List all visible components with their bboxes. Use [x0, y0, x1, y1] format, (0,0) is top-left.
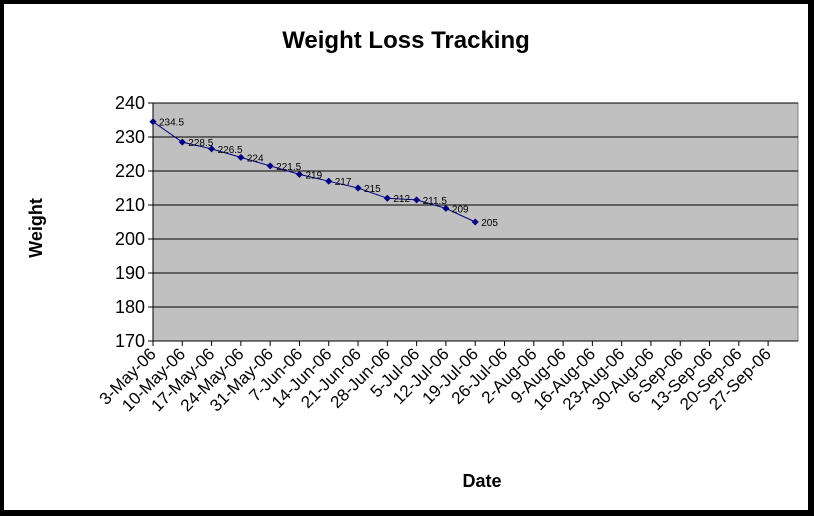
data-point: [442, 204, 450, 212]
y-tick-label: 220: [115, 161, 145, 181]
data-point: [266, 162, 274, 170]
line-chart: Weight Loss Tracking Date Weight 170 180 1…: [26, 27, 799, 491]
y-tick-label: 240: [115, 93, 145, 113]
y-tick-label: 170: [115, 331, 145, 351]
data-label: 224: [247, 153, 264, 164]
data-label: 209: [452, 204, 469, 215]
data-label: 212: [393, 194, 410, 205]
data-point: [354, 184, 362, 192]
plot-area: 1701801902002102202302403-May-0610-May-0…: [96, 93, 799, 415]
data-point: [325, 177, 333, 185]
y-tick-label: 210: [115, 195, 145, 215]
data-point: [208, 145, 216, 153]
y-tick-label: 200: [115, 229, 145, 249]
y-axis-title: Weight: [26, 198, 46, 258]
data-label: 215: [364, 184, 381, 195]
data-label: 217: [335, 177, 352, 188]
data-point: [237, 153, 245, 161]
y-tick-label: 230: [115, 127, 145, 147]
data-label: 211.5: [423, 196, 448, 207]
data-label: 234.5: [159, 118, 184, 129]
data-point: [471, 218, 479, 226]
chart-canvas: Weight Loss Tracking Date Weight 170 180 1…: [4, 4, 808, 510]
data-point: [178, 138, 186, 146]
chart-title: Weight Loss Tracking: [282, 27, 530, 54]
data-label: 205: [481, 218, 498, 229]
x-axis-title: Date: [462, 471, 501, 491]
y-tick-label: 190: [115, 263, 145, 283]
data-point: [295, 170, 303, 178]
data-point: [413, 196, 421, 204]
series-line: [152, 121, 476, 223]
y-tick-label: 180: [115, 297, 145, 317]
data-label: 228.5: [188, 138, 213, 149]
data-label: 226.5: [218, 145, 243, 156]
data-label: 221.5: [276, 162, 301, 173]
data-point: [383, 194, 391, 202]
data-point: [149, 118, 157, 126]
data-label: 219: [305, 170, 322, 181]
